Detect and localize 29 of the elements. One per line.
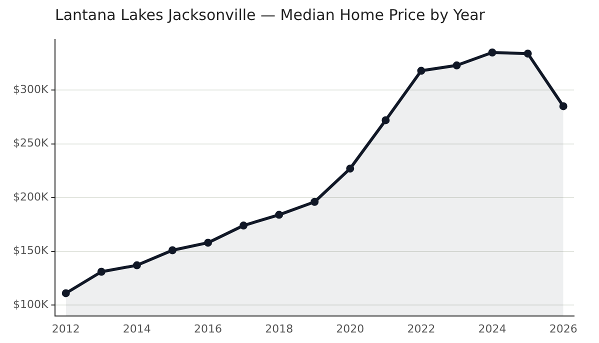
y-tick-label: $150K [12,244,49,258]
point [204,238,212,247]
x-tick-label: 2012 [52,322,80,336]
point [488,48,496,56]
x-tick-label: 2018 [265,322,294,336]
point [240,222,248,230]
x-tick-label: 2014 [122,322,151,336]
y-tick-label: $100K [12,298,49,311]
point [168,246,176,254]
chart-title: Lantana Lakes Jacksonville — Median Home Price by Year [55,6,485,24]
y-tick-label: $250K [12,136,49,150]
x-tick-label: 2022 [407,322,436,336]
y-tick-label: $200K [12,190,49,204]
point [62,289,70,298]
point [275,210,284,219]
point [132,261,141,270]
point [382,116,390,124]
x-tick-label: 2024 [478,322,506,336]
x-tick-label: 2016 [194,322,222,336]
point [417,66,426,75]
point [452,61,461,70]
x-tick-label: 2026 [549,322,578,336]
y-tick-label: $300K [12,82,49,96]
point [559,102,568,110]
point [524,50,532,58]
x-tick-label: 2020 [336,322,364,336]
point [310,198,319,206]
point [97,268,106,276]
point [346,164,354,173]
